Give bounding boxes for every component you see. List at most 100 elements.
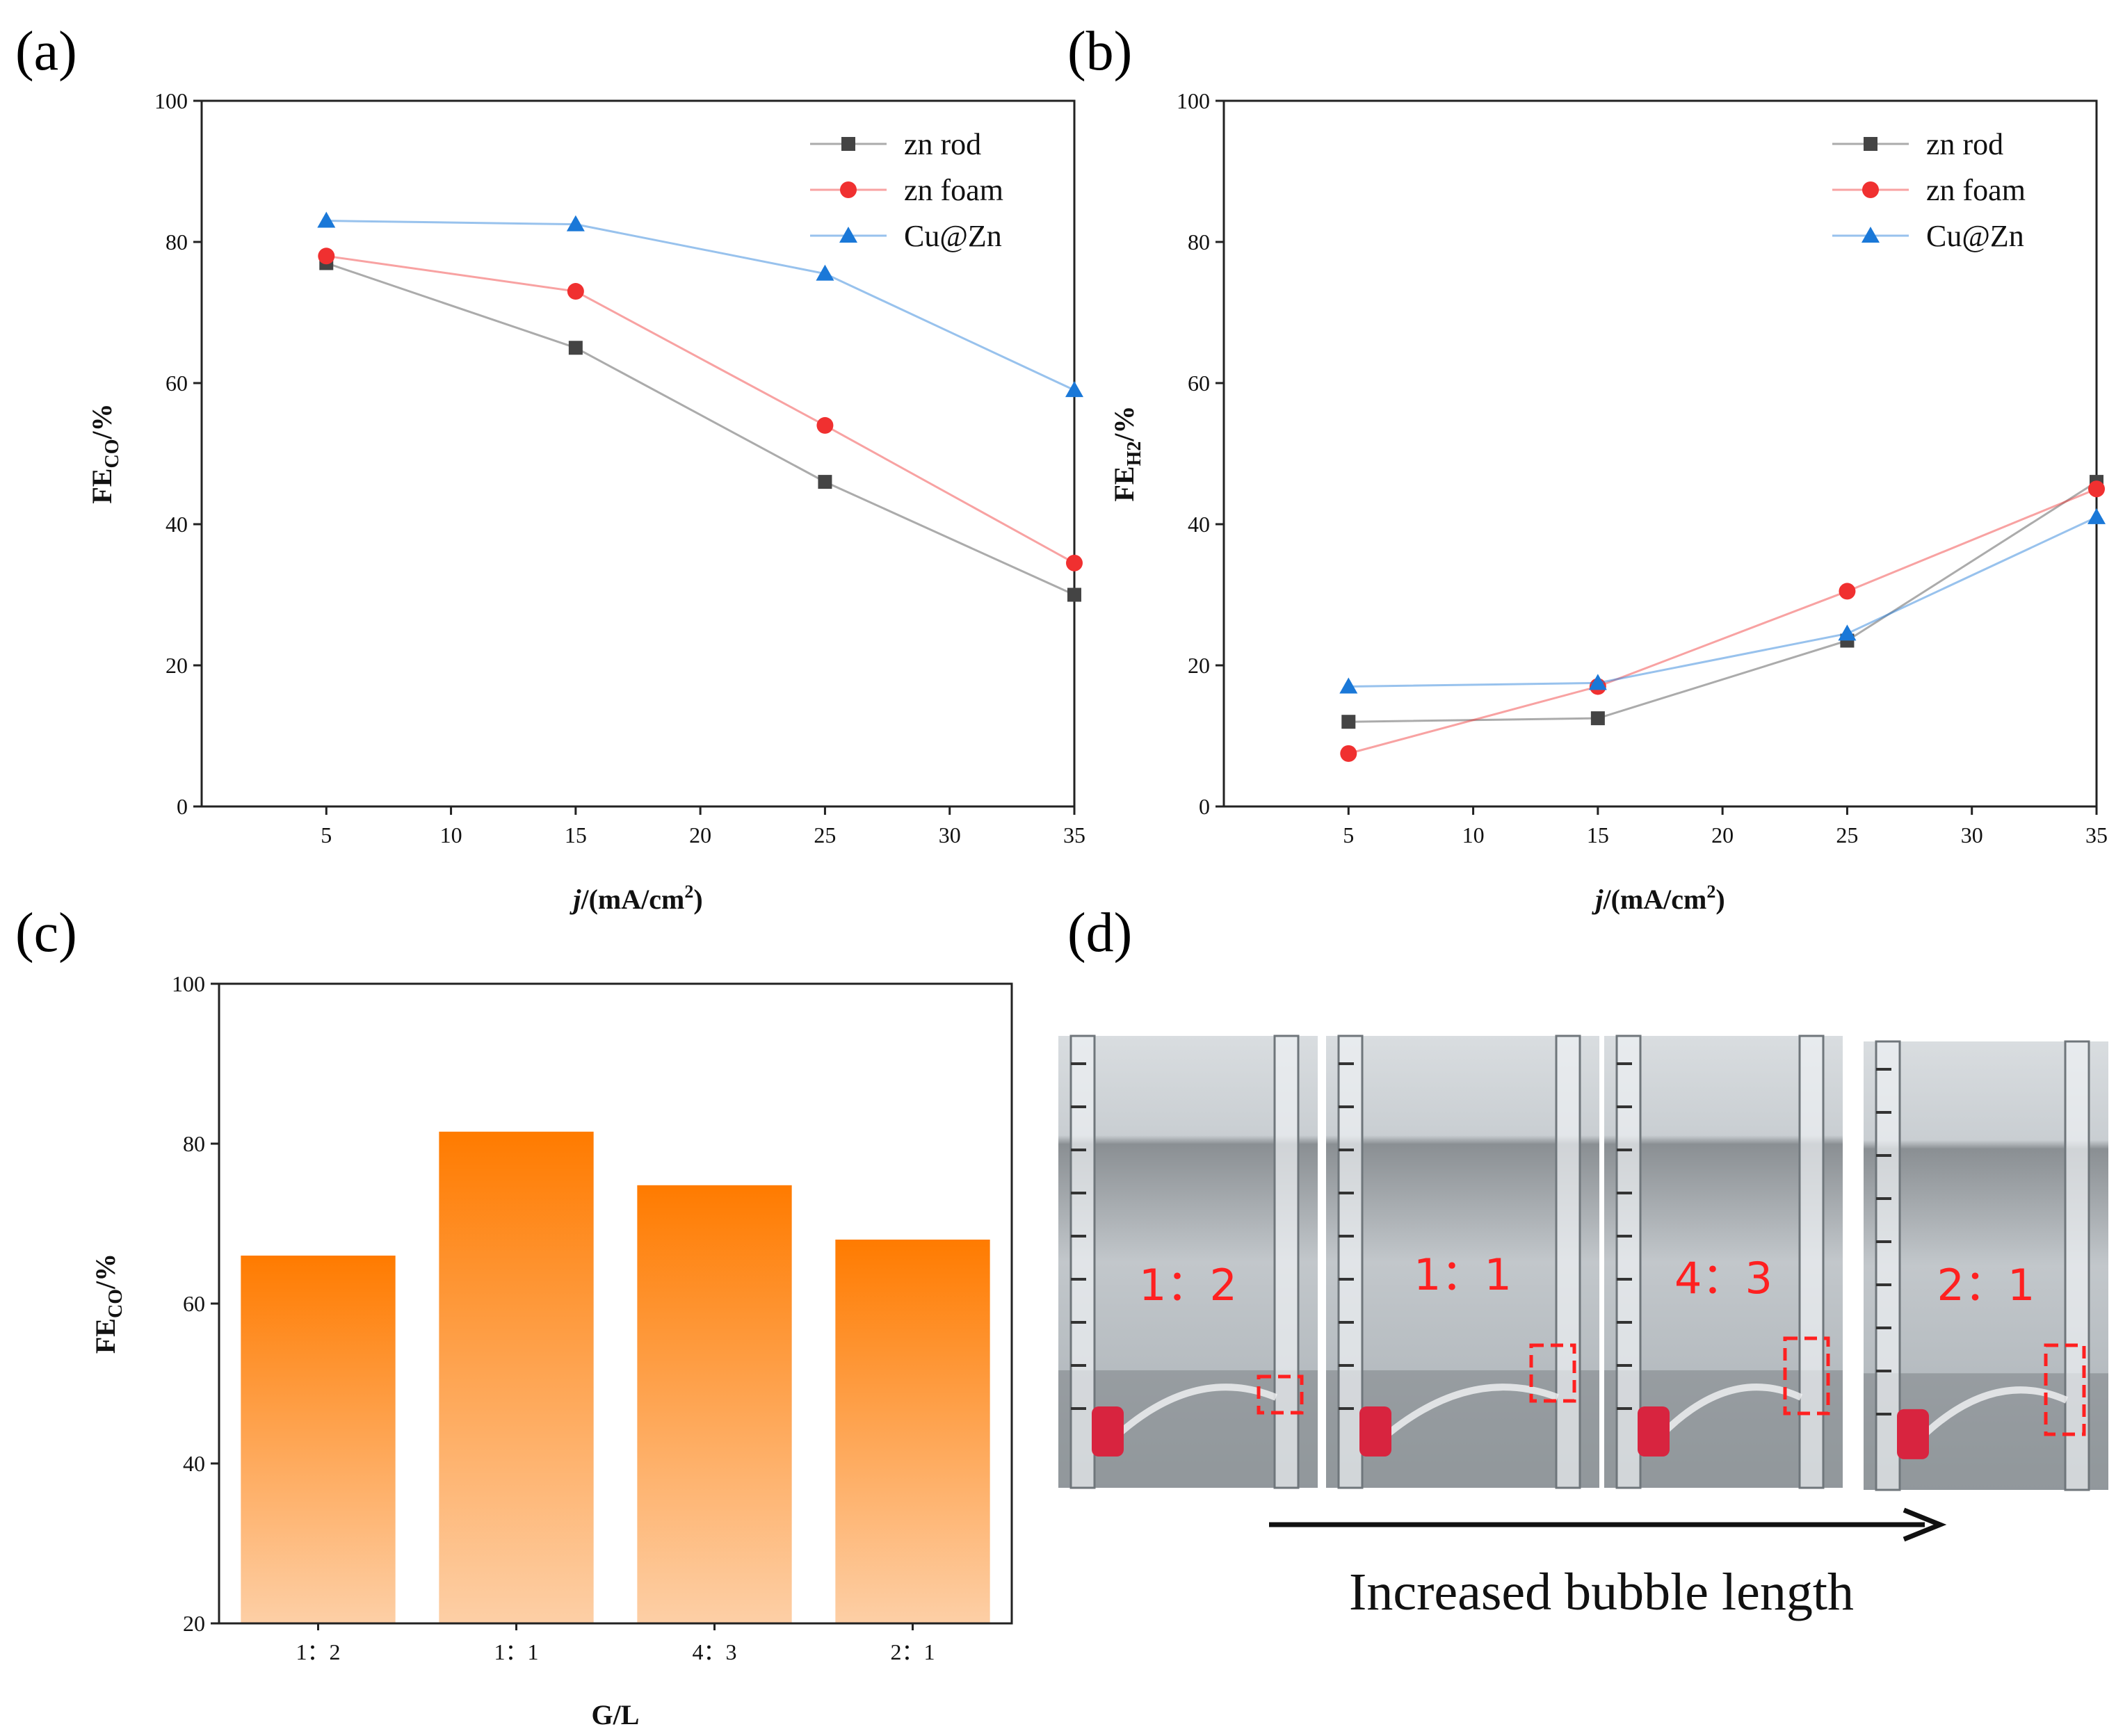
photo-caption: Increased bubble length (1349, 1563, 1854, 1621)
legend-marker (1862, 181, 1879, 198)
chart-c: 1：2 1：1 4：3 2：1 20 40 60 80 100 FECO/% G/L (90, 971, 1013, 1730)
series-line-zn-rod (325, 262, 1075, 596)
series-line-cu-zn (326, 220, 1075, 391)
data-point (317, 211, 336, 228)
y-tick-label: 100 (154, 88, 188, 113)
data-point (816, 264, 834, 281)
x-tick-label: 35 (2085, 822, 2108, 847)
data-point (1839, 583, 1856, 600)
series-line-zn-rod (1348, 480, 2097, 723)
y-tick-label: 80 (183, 1131, 205, 1156)
bubble-highlight-box (1257, 1374, 1304, 1415)
panel-label-d: (d) (1067, 902, 1132, 964)
plot-frame (200, 99, 1076, 808)
x-tick-label: 15 (1587, 822, 1609, 847)
x-tick-label: 30 (1961, 822, 1983, 847)
bubble-highlight-box (1783, 1336, 1830, 1415)
data-point (2088, 480, 2105, 498)
data-point (2087, 508, 2106, 524)
glass-tube (1615, 1035, 1642, 1489)
x-tick-label: 25 (814, 822, 836, 847)
red-electrode (1638, 1406, 1670, 1457)
photo-tile-1: 1：2 (1058, 1035, 1318, 1489)
x-tick-label: 2：1 (890, 1639, 935, 1664)
data-point (818, 475, 832, 489)
data-point (1341, 715, 1356, 729)
glass-tube (1069, 1035, 1096, 1489)
series-line-zn-foam (326, 254, 1075, 565)
tubing (1365, 1384, 1559, 1454)
data-point (816, 416, 834, 434)
x-tick-label: 1：2 (296, 1639, 340, 1664)
y-tick-label: 40 (183, 1451, 205, 1476)
ratio-label: 1：2 (1139, 1260, 1237, 1311)
ratio-label: 4：3 (1674, 1253, 1772, 1304)
photo-strip: 1：2 1：1 4：3 2：1 (1058, 1035, 2108, 1491)
bar-3 (637, 1185, 792, 1623)
glass-tube (1337, 1035, 1364, 1489)
y-tick-label: 80 (1188, 229, 1210, 254)
x-tick-label: 5 (1343, 822, 1354, 847)
x-tick-label: 20 (1711, 822, 1734, 847)
y-axis-title: FECO/% (90, 1254, 127, 1354)
x-tick-label: 1：1 (494, 1639, 538, 1664)
y-tick-label: 60 (1188, 371, 1210, 396)
x-tick-label: 10 (1462, 822, 1485, 847)
glass-tube (2064, 1040, 2090, 1491)
glass-tube (1273, 1035, 1300, 1489)
legend-marker (839, 227, 857, 243)
chart-b: 0 20 40 60 80 100 5 10 15 20 25 30 35 zn rod zn foam Cu… (1108, 88, 2108, 915)
series-line-cu-zn (1348, 516, 2097, 688)
panel-label-a: (a) (15, 21, 77, 82)
legend-entry: zn rod (1926, 127, 2003, 161)
data-point (1067, 587, 1081, 602)
glass-tube (1875, 1040, 1901, 1491)
y-tick-label: 60 (183, 1291, 205, 1316)
y-tick-label: 20 (183, 1611, 205, 1636)
y-tick-label: 100 (172, 971, 205, 996)
bubble-length-arrow (1269, 1507, 1947, 1542)
ratio-label: 2：1 (1937, 1260, 2035, 1311)
data-point (318, 248, 335, 265)
series-line-zn-foam (1348, 487, 2097, 755)
plot-frame (1222, 99, 2098, 808)
legend-marker (840, 181, 857, 198)
x-tick-label: 25 (1836, 822, 1858, 847)
panel-label-b: (b) (1067, 21, 1132, 82)
data-point (1590, 711, 1605, 726)
bubble-highlight-box (1529, 1343, 1576, 1403)
data-point (568, 341, 583, 355)
data-point (1066, 554, 1083, 571)
x-axis-title: j/(mA/cm2) (569, 882, 702, 915)
red-electrode (1359, 1406, 1391, 1457)
data-point (1588, 674, 1607, 690)
y-tick-label: 100 (1177, 88, 1210, 113)
x-tick-label: 30 (939, 822, 961, 847)
photo-tile-4: 2：1 (1864, 1040, 2108, 1491)
legend-entry: Cu@Zn (1926, 219, 2024, 253)
bubble-highlight-box (2044, 1343, 2086, 1436)
red-electrode (1897, 1409, 1929, 1459)
ratio-label: 1：1 (1414, 1249, 1512, 1300)
y-tick-label: 0 (177, 794, 188, 819)
x-tick-label: 15 (565, 822, 587, 847)
y-tick-label: 20 (165, 653, 188, 678)
y-tick-label: 0 (1199, 794, 1210, 819)
data-point (567, 283, 584, 300)
chart-a: 0 20 40 60 80 100 5 10 15 20 25 30 35 zn rod zn foam Cu… (86, 88, 1085, 915)
legend-entry: zn rod (904, 127, 981, 161)
photo-tile-3: 4：3 (1604, 1035, 1843, 1489)
data-point (1339, 677, 1358, 694)
data-point (1065, 381, 1083, 398)
red-electrode (1092, 1406, 1124, 1457)
photo-tile-2: 1：1 (1326, 1035, 1599, 1489)
bar-1 (241, 1256, 396, 1623)
y-tick-label: 60 (165, 371, 188, 396)
data-point (1340, 745, 1357, 762)
x-tick-label: 35 (1063, 822, 1085, 847)
data-point (1838, 624, 1857, 641)
legend-marker (1864, 137, 1877, 151)
x-tick-label: 20 (689, 822, 711, 847)
glass-tube (1555, 1035, 1581, 1489)
